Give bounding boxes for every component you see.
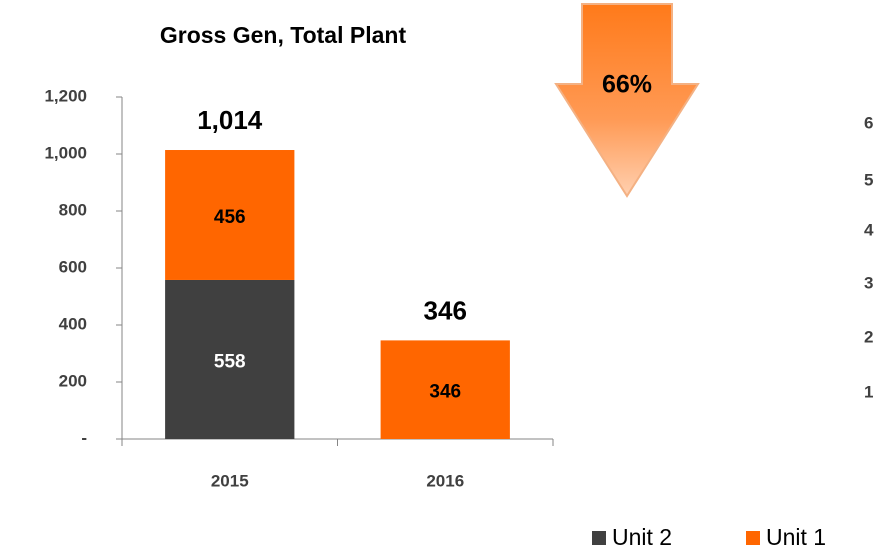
- partial-axis-label: 6: [864, 113, 873, 132]
- partial-axis-label: 4: [864, 220, 874, 239]
- y-tick-label: 400: [59, 314, 87, 333]
- bar-segment: [165, 279, 295, 439]
- x-tick-label: 2015: [211, 471, 249, 490]
- y-tick-label: 600: [59, 257, 87, 276]
- legend-label: Unit 1: [766, 524, 826, 550]
- value-label: 346: [429, 382, 461, 403]
- value-label: 558: [214, 352, 246, 373]
- total-label: 1,014: [197, 105, 263, 135]
- y-tick-label: 1,200: [44, 86, 87, 105]
- legend-label: Unit 2: [612, 524, 672, 550]
- legend-swatch: [592, 531, 606, 545]
- total-label: 346: [424, 295, 467, 325]
- y-tick-label: 1,000: [44, 143, 87, 162]
- chart-title: Gross Gen, Total Plant: [160, 22, 407, 48]
- partial-axis-label: 3: [864, 273, 873, 292]
- y-tick-label: -: [81, 428, 87, 447]
- y-tick-label: 800: [59, 200, 87, 219]
- bar-segment: [165, 150, 295, 280]
- partial-axis-label: 1: [864, 382, 873, 401]
- down-arrow: [554, 3, 700, 198]
- x-tick-label: 2016: [426, 471, 464, 490]
- y-tick-label: 200: [59, 371, 87, 390]
- value-label: 456: [214, 207, 246, 228]
- bar-segment: [380, 340, 510, 439]
- legend-swatch: [746, 531, 760, 545]
- partial-axis-label: 5: [864, 170, 873, 189]
- annotation: 66%: [602, 71, 652, 99]
- partial-axis-label: 2: [864, 327, 873, 346]
